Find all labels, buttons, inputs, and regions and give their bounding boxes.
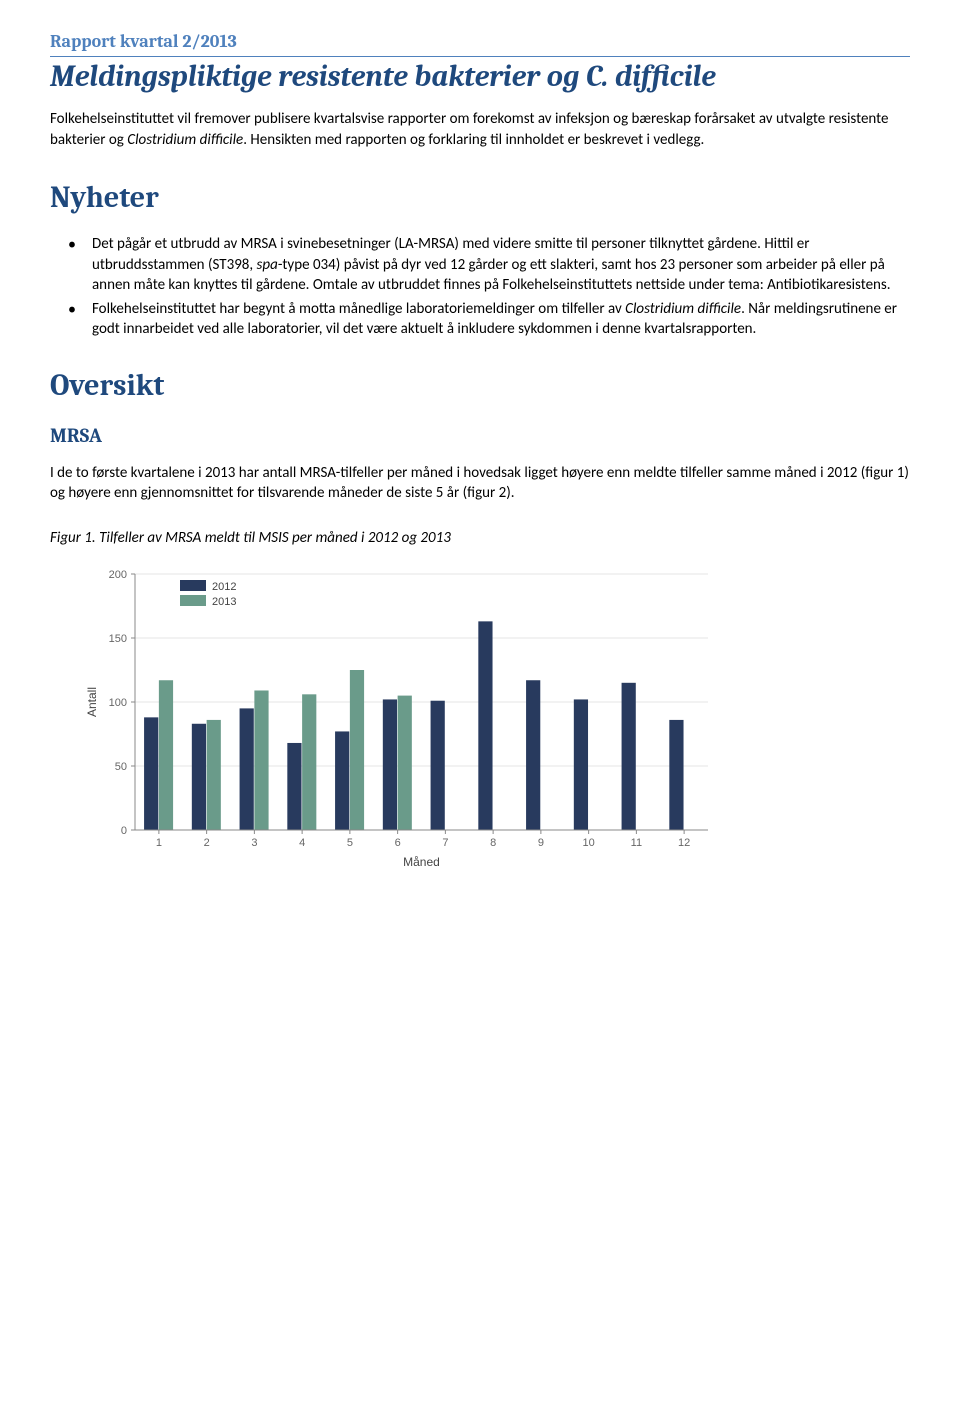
intro-paragraph: Folkehelseinstituttet vil fremover publi…	[50, 109, 910, 150]
svg-text:Antall: Antall	[85, 687, 99, 717]
intro-text-italic: Clostridium difficile	[127, 131, 243, 149]
intro-text-b: . Hensikten med rapporten og forklaring …	[243, 131, 704, 149]
nyheter-list: Det pågår et utbrudd av MRSA i svinebese…	[50, 234, 910, 339]
svg-text:2012: 2012	[212, 581, 236, 593]
text-run: Folkehelseinstituttet har begynt å motta…	[92, 300, 625, 318]
svg-text:3: 3	[251, 837, 257, 849]
svg-text:2013: 2013	[212, 596, 236, 608]
italic-term: spa	[257, 256, 278, 274]
svg-text:11: 11	[631, 837, 642, 849]
report-header: Rapport kvartal 2/2013	[50, 30, 910, 57]
svg-text:4: 4	[299, 837, 305, 849]
svg-text:12: 12	[678, 837, 690, 849]
oversikt-paragraph: I de to første kvartalene i 2013 har ant…	[50, 463, 910, 504]
italic-term: Clostridium difficile	[625, 300, 741, 318]
svg-text:6: 6	[395, 837, 401, 849]
svg-text:9: 9	[538, 837, 544, 849]
svg-text:50: 50	[115, 761, 127, 773]
svg-text:7: 7	[442, 837, 448, 849]
figure-1-caption: Figur 1. Tilfeller av MRSA meldt til MSI…	[50, 528, 910, 548]
svg-text:0: 0	[121, 825, 127, 837]
nyheter-item: Folkehelseinstituttet har begynt å motta…	[92, 299, 910, 340]
nyheter-item: Det pågår et utbrudd av MRSA i svinebese…	[92, 234, 910, 295]
figure-1-chart: 050100150200123456789101112MånedAntall20…	[80, 562, 720, 872]
mrsa-subheading: MRSA	[50, 422, 910, 449]
svg-text:8: 8	[490, 837, 496, 849]
svg-text:150: 150	[109, 633, 127, 645]
svg-text:100: 100	[109, 697, 127, 709]
nyheter-heading: Nyheter	[50, 178, 910, 219]
svg-text:10: 10	[583, 837, 595, 849]
oversikt-heading: Oversikt	[50, 366, 910, 407]
svg-text:200: 200	[109, 569, 127, 581]
svg-text:1: 1	[156, 837, 162, 849]
page-title: Meldingspliktige resistente bakterier og…	[50, 59, 910, 95]
svg-text:5: 5	[347, 837, 353, 849]
svg-text:2: 2	[204, 837, 210, 849]
svg-text:Måned: Måned	[403, 855, 440, 869]
bar-chart-svg: 050100150200123456789101112MånedAntall20…	[80, 562, 720, 872]
